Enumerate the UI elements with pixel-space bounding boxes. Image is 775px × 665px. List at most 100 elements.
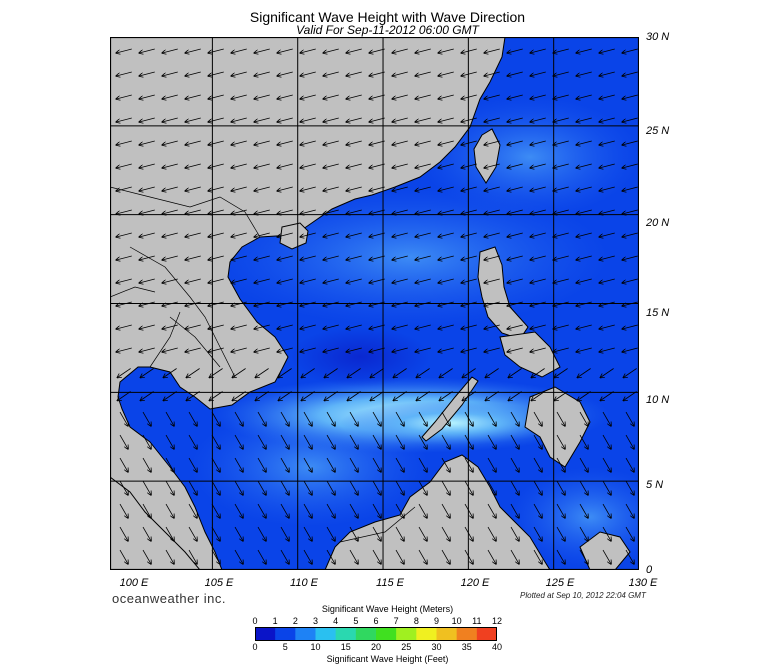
wave-direction-arrow-icon (300, 232, 316, 237)
wave-direction-arrow-icon (599, 186, 615, 191)
colorbar-meters-tick: 8 (413, 616, 419, 626)
wave-direction-arrow-icon (277, 71, 293, 76)
wave-direction-arrow-icon (530, 94, 546, 99)
colorbar-meters-tick: 9 (433, 616, 439, 626)
wave-direction-arrow-icon (234, 457, 243, 472)
wave-direction-arrow-icon (234, 526, 243, 541)
wave-direction-arrow-icon (461, 301, 477, 306)
country-border (110, 286, 156, 298)
wave-direction-arrow-icon (119, 503, 128, 518)
wave-direction-arrow-icon (277, 117, 293, 122)
wave-direction-arrow-icon (395, 503, 404, 518)
wave-direction-arrow-icon (234, 411, 243, 426)
wave-direction-arrow-icon (301, 391, 315, 400)
wave-direction-arrow-icon (438, 209, 454, 214)
wave-direction-arrow-icon (211, 526, 220, 541)
wave-direction-arrow-icon (418, 434, 427, 449)
wave-direction-arrow-icon (622, 48, 638, 53)
wave-direction-arrow-icon (254, 163, 270, 168)
wave-direction-arrow-icon (116, 232, 132, 237)
wave-direction-arrow-icon (599, 278, 615, 283)
wave-direction-arrow-icon (576, 140, 592, 145)
colorbar-segment (335, 627, 357, 641)
wave-direction-arrow-icon (602, 503, 611, 518)
wave-direction-arrow-icon (507, 232, 523, 237)
colorbar-segment (255, 627, 276, 641)
wave-direction-arrow-icon (576, 255, 592, 260)
wave-direction-arrow-icon (438, 324, 454, 329)
wave-direction-arrow-icon (349, 434, 358, 449)
wave-direction-arrow-icon (487, 480, 496, 495)
wave-direction-arrow-icon (254, 301, 270, 306)
wave-direction-arrow-icon (625, 480, 634, 495)
wave-direction-arrow-icon (622, 324, 638, 329)
wave-direction-arrow-icon (303, 457, 312, 472)
wave-direction-arrow-icon (165, 549, 174, 564)
wave-direction-arrow-icon (162, 71, 178, 76)
wave-direction-arrow-icon (257, 457, 266, 472)
wave-direction-arrow-icon (323, 186, 339, 191)
wave-direction-arrow-icon (254, 255, 270, 260)
wave-direction-arrow-icon (487, 434, 496, 449)
lon-label: 115 E (376, 577, 404, 589)
wave-direction-arrow-icon (369, 117, 385, 122)
wave-direction-arrow-icon (185, 255, 201, 260)
wave-direction-arrow-icon (416, 368, 430, 377)
map-frame (110, 37, 639, 570)
wave-direction-arrow-icon (255, 368, 269, 377)
wave-direction-arrow-icon (577, 391, 591, 400)
wave-direction-arrow-icon (162, 48, 178, 53)
wave-direction-arrow-icon (530, 140, 546, 145)
wave-direction-arrow-icon (461, 255, 477, 260)
wave-direction-arrow-icon (438, 71, 454, 76)
wave-direction-arrow-icon (303, 503, 312, 518)
wave-direction-arrow-icon (484, 71, 500, 76)
wave-direction-arrow-icon (599, 71, 615, 76)
wave-direction-arrow-icon (116, 301, 132, 306)
wave-direction-arrow-icon (369, 48, 385, 53)
colorbar-feet-tick: 35 (461, 642, 472, 652)
wave-direction-arrow-icon (257, 526, 266, 541)
wave-direction-arrow-icon (576, 163, 592, 168)
wave-direction-arrow-icon (234, 434, 243, 449)
wave-direction-arrow-icon (372, 480, 381, 495)
wave-direction-arrow-icon (553, 301, 569, 306)
wave-direction-arrow-icon (208, 140, 224, 145)
wave-direction-arrow-icon (346, 71, 362, 76)
wave-direction-arrow-icon (323, 278, 339, 283)
wave-direction-arrow-icon (418, 411, 427, 426)
wave-direction-arrow-icon (185, 278, 201, 283)
wave-direction-arrow-icon (234, 503, 243, 518)
wave-direction-arrow-icon (415, 278, 431, 283)
wave-direction-arrow-icon (531, 391, 545, 400)
wave-direction-arrow-icon (602, 434, 611, 449)
wave-direction-arrow-icon (579, 549, 588, 564)
wave-direction-arrow-icon (208, 347, 224, 352)
wave-direction-arrow-icon (507, 117, 523, 122)
wave-direction-arrow-icon (415, 255, 431, 260)
wave-direction-arrow-icon (142, 457, 151, 472)
lat-label: 20 N (646, 217, 670, 229)
wave-direction-arrow-icon (438, 278, 454, 283)
wave-direction-arrow-icon (441, 503, 450, 518)
wave-direction-arrow-icon (303, 411, 312, 426)
wave-direction-arrow-icon (116, 163, 132, 168)
wave-direction-arrow-icon (622, 255, 638, 260)
wave-direction-arrow-icon (462, 391, 476, 400)
wave-direction-arrow-icon (208, 301, 224, 306)
wave-direction-arrow-icon (622, 278, 638, 283)
colorbar-meters-tick: 12 (491, 616, 502, 626)
wave-direction-arrow-icon (142, 411, 151, 426)
wave-direction-arrow-icon (577, 368, 591, 377)
wave-direction-arrow-icon (208, 71, 224, 76)
wave-direction-arrow-icon (188, 434, 197, 449)
wave-direction-arrow-icon (484, 94, 500, 99)
wave-direction-arrow-icon (119, 457, 128, 472)
wave-direction-arrow-icon (576, 278, 592, 283)
wave-direction-arrow-icon (622, 186, 638, 191)
wave-direction-arrow-icon (162, 347, 178, 352)
wave-direction-arrow-icon (165, 480, 174, 495)
wave-direction-arrow-icon (392, 48, 408, 53)
wave-direction-arrow-icon (464, 457, 473, 472)
wave-direction-arrow-icon (188, 411, 197, 426)
